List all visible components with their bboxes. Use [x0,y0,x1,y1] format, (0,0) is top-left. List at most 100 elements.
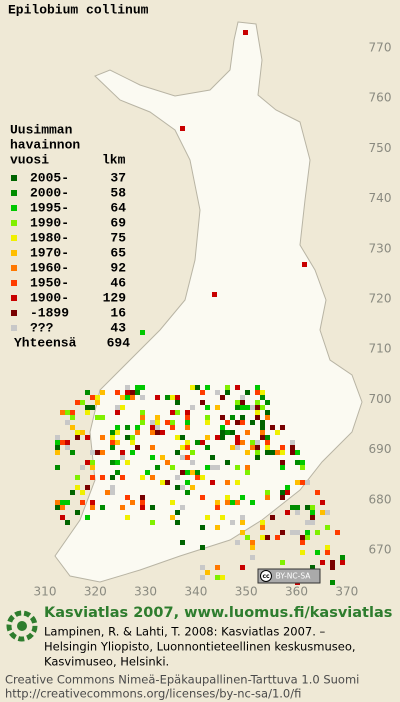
x-tick-label: 340 [184,585,207,599]
record-square [235,480,240,485]
record-square [295,450,300,455]
record-square [55,465,60,470]
record-square [185,490,190,495]
record-square [90,505,95,510]
record-square [140,410,145,415]
record-square [240,520,245,525]
record-square [135,445,140,450]
record-square [250,500,255,505]
legend-count: 16 [110,305,126,320]
record-square [260,435,265,440]
record-square [305,535,310,540]
y-tick-label: 750 [369,141,392,155]
record-square [100,505,105,510]
record-square [325,545,330,550]
record-square [255,450,260,455]
y-tick-label: 770 [369,41,392,55]
record-square [135,425,140,430]
license-url[interactable]: http://creativecommons.org/licenses/by-n… [5,687,301,701]
record-square [225,390,230,395]
record-square [200,545,205,550]
legend-swatch [11,220,17,226]
record-square [200,575,205,580]
record-square [90,405,95,410]
record-square [75,435,80,440]
record-square [85,410,90,415]
record-square [100,475,105,480]
record-square [320,510,325,515]
y-tick-label: 730 [369,241,392,255]
record-square [200,495,205,500]
record-square [260,520,265,525]
record-square [140,385,145,390]
record-square [225,385,230,390]
legend-count: 65 [110,245,126,260]
record-square [170,425,175,430]
record-square [170,410,175,415]
record-square [150,445,155,450]
record-square [175,395,180,400]
record-square [165,420,170,425]
legend-swatch [11,295,17,301]
legend-heading: Uusimman [10,122,73,137]
record-square [85,460,90,465]
record-square [135,430,140,435]
record-square [260,425,265,430]
record-square [330,560,335,565]
record-square [250,440,255,445]
record-square [140,330,145,335]
record-square [95,400,100,405]
record-square [260,535,265,540]
record-square [240,530,245,535]
record-square [220,430,225,435]
record-square [255,445,260,450]
record-square [55,450,60,455]
site-link[interactable]: Kasviatlas 2007, www.luomus.fi/kasviatla… [44,605,392,621]
record-square [255,415,260,420]
record-square [260,395,265,400]
record-square [195,470,200,475]
record-square [125,385,130,390]
legend-swatch [11,175,17,181]
record-square [140,475,145,480]
record-square [175,450,180,455]
record-square [75,475,80,480]
record-square [320,500,325,505]
record-square [135,390,140,395]
record-square [235,540,240,545]
record-square [80,490,85,495]
record-square [275,430,280,435]
record-square [140,420,145,425]
record-square [180,540,185,545]
record-square [245,405,250,410]
record-square [130,440,135,445]
y-tick-label: 740 [369,191,392,205]
record-square [300,550,305,555]
record-square [205,415,210,420]
record-square [90,500,95,505]
record-square [100,450,105,455]
legend-count: 92 [110,260,126,275]
record-square [85,390,90,395]
legend-label: 1960- [30,260,69,275]
record-square [200,400,205,405]
record-square [80,465,85,470]
legend-col-header: vuosi [10,152,49,167]
record-square [280,445,285,450]
record-square [280,460,285,465]
record-square [80,500,85,505]
record-square [260,525,265,530]
species-title: Epilobium collinum [8,2,149,17]
record-square [230,445,235,450]
record-square [330,565,335,570]
license-badge: cc BY-NC-SA [257,568,321,584]
legend-swatch [11,235,17,241]
record-square [85,485,90,490]
record-square [305,505,310,510]
x-tick-label: 310 [34,585,57,599]
record-square [120,455,125,460]
record-square [115,460,120,465]
badge-text: BY-NC-SA [276,572,312,581]
record-square [65,500,70,505]
record-square [130,395,135,400]
